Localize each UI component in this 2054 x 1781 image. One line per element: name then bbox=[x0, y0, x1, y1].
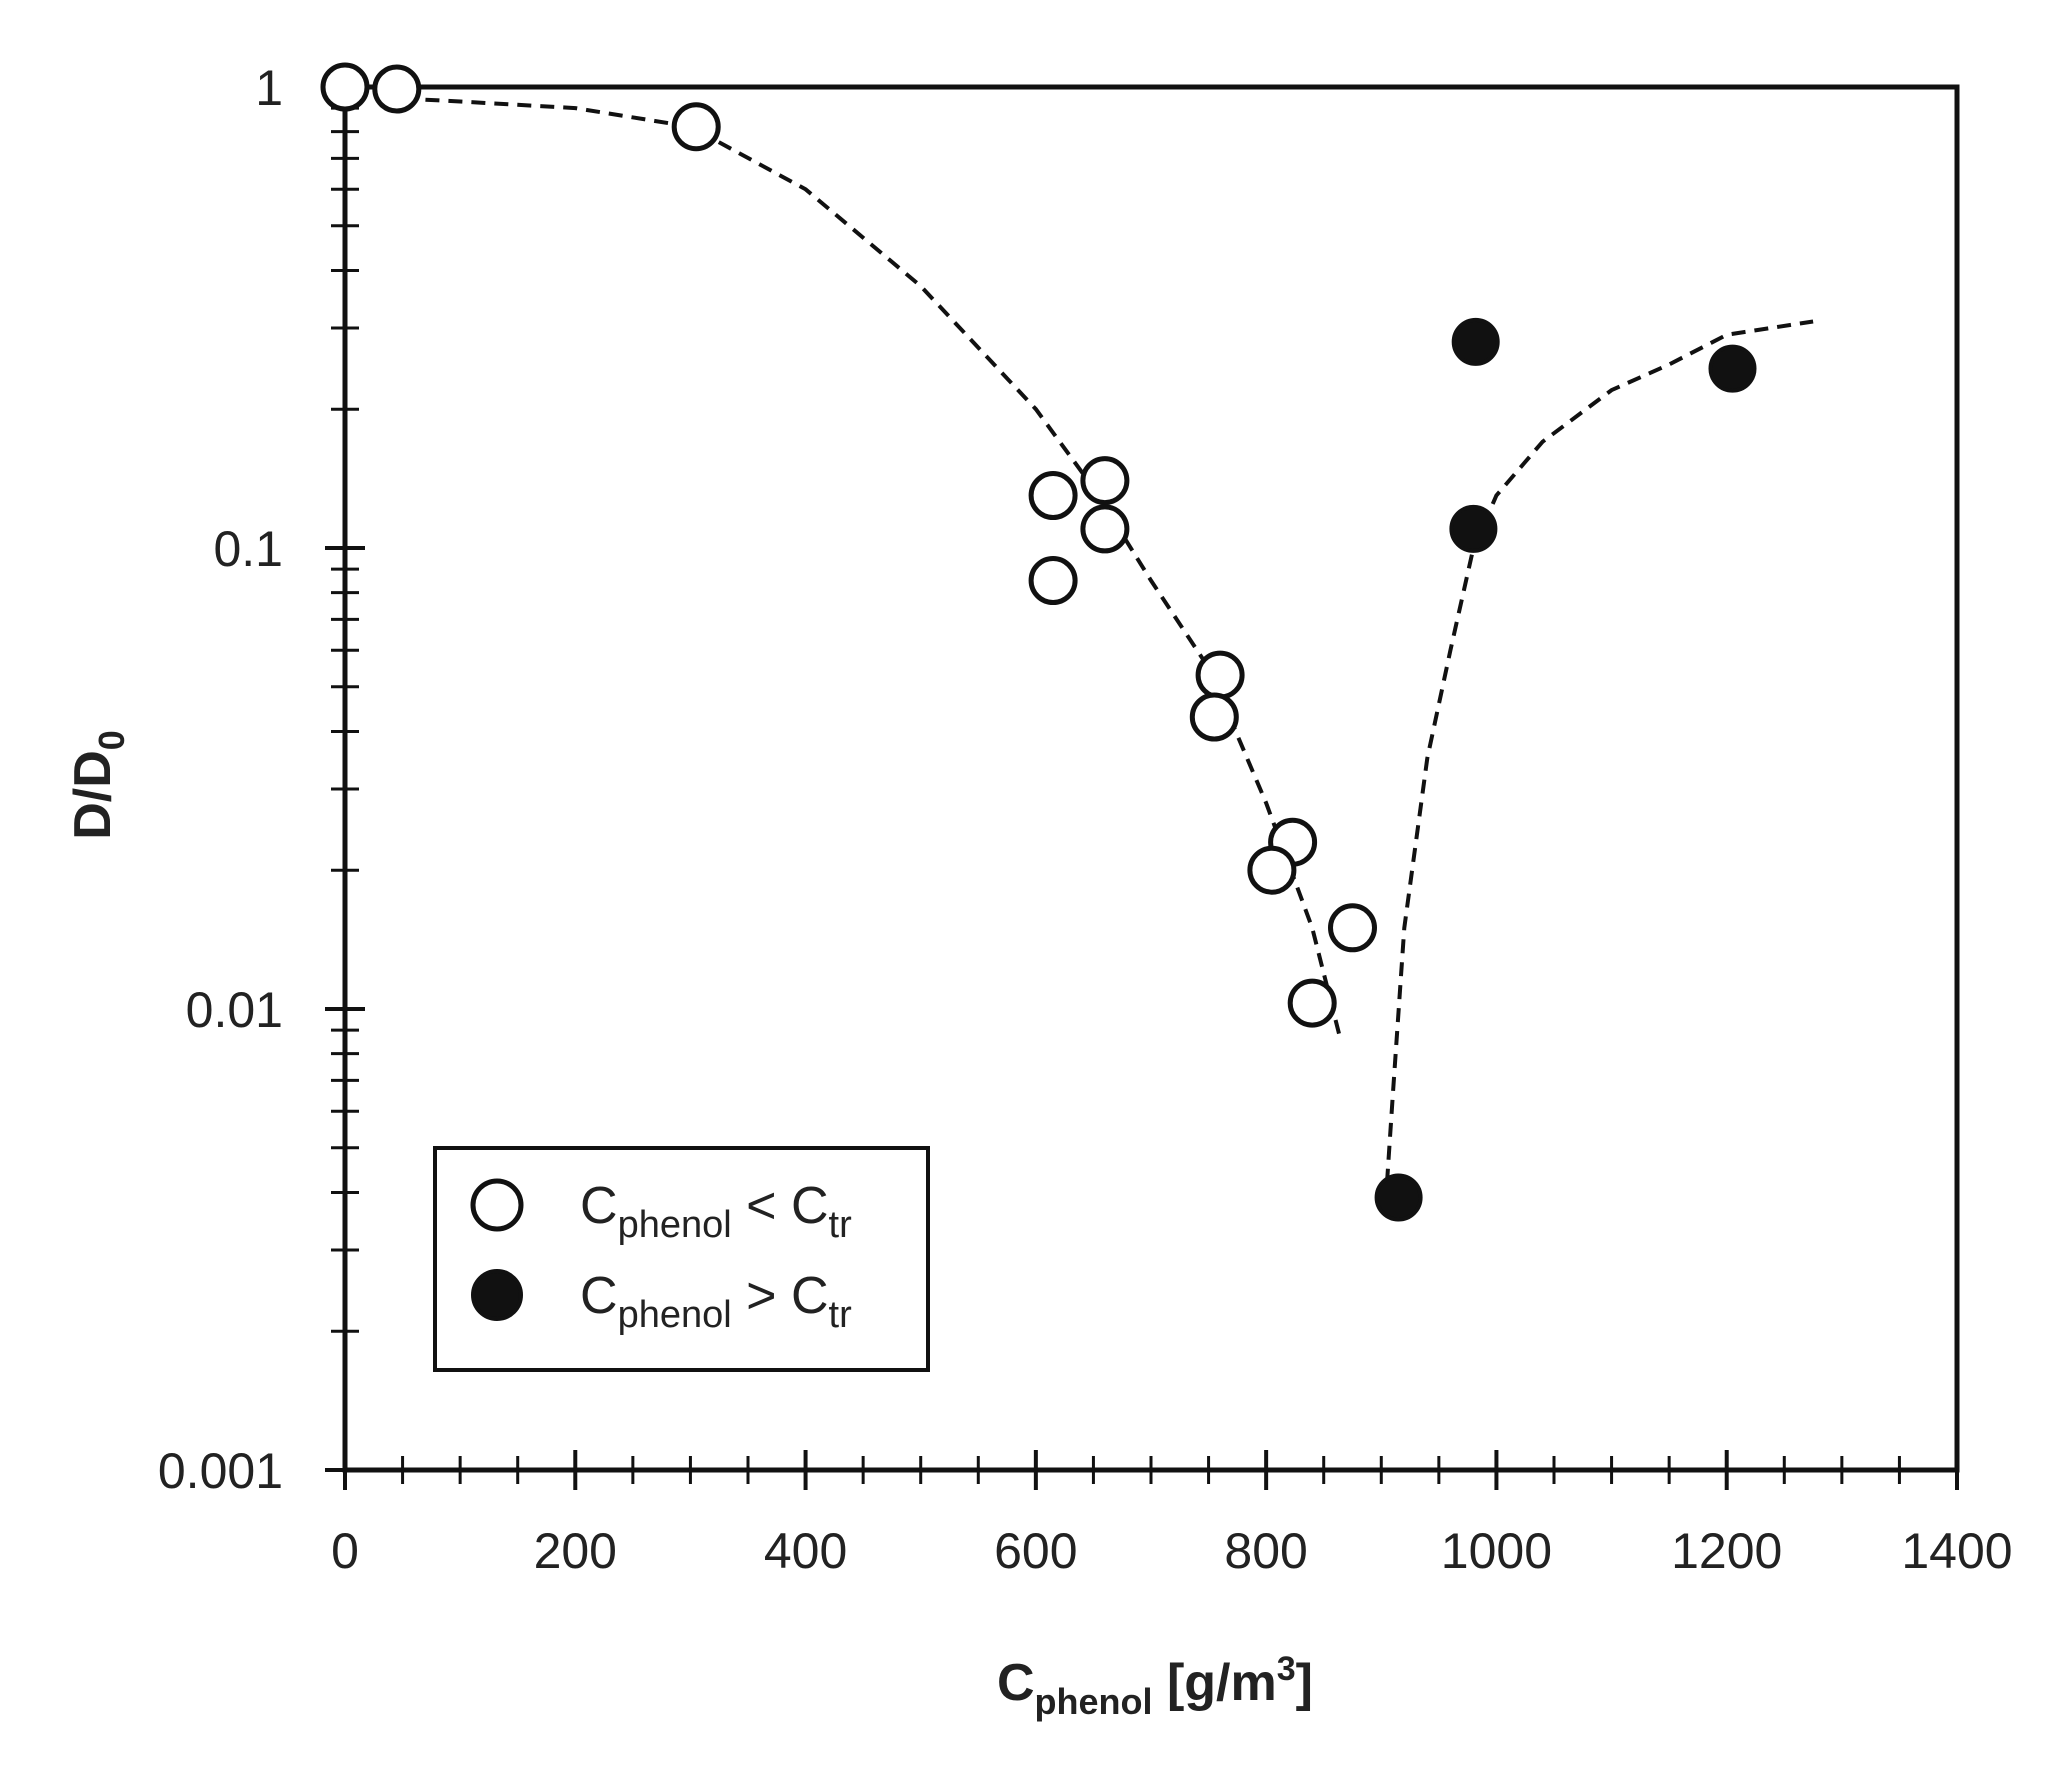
data-point-filled bbox=[1374, 1173, 1423, 1222]
x-tick-label: 0 bbox=[331, 1523, 359, 1579]
data-point-filled bbox=[1708, 344, 1757, 393]
data-point-open bbox=[320, 62, 370, 112]
data-point-open bbox=[1028, 471, 1078, 520]
data-point-open bbox=[1189, 692, 1239, 742]
y-tick-label: 1 bbox=[255, 60, 283, 116]
legend-box bbox=[433, 1146, 930, 1372]
x-tick-label: 400 bbox=[764, 1523, 847, 1579]
data-point-open bbox=[1328, 903, 1377, 953]
legend-filled-marker bbox=[471, 1269, 523, 1321]
legend-label-open: Cphenol < Ctr bbox=[580, 1177, 852, 1246]
fit-curve-2 bbox=[1385, 319, 1814, 1183]
y-tick-label: 0.001 bbox=[158, 1443, 283, 1499]
legend-label-filled: Cphenol > Ctr bbox=[580, 1267, 852, 1336]
x-axis-title: Cphenol [g/m3] bbox=[997, 1650, 1313, 1722]
x-tick-label: 1400 bbox=[1901, 1523, 2012, 1579]
data-point-open bbox=[1080, 456, 1130, 506]
legend: Cphenol < Ctr Cphenol > Ctr bbox=[433, 1146, 930, 1372]
data-point-open bbox=[671, 102, 721, 152]
data-points bbox=[320, 62, 1757, 1222]
y-axis-ticks: 0.001 0.01 0.1 1 bbox=[158, 60, 365, 1499]
x-tick-label: 200 bbox=[534, 1523, 617, 1579]
x-tick-label: 1000 bbox=[1441, 1523, 1552, 1579]
data-point-filled bbox=[1451, 317, 1500, 366]
fit-curves bbox=[379, 95, 1814, 1183]
data-point-open bbox=[1080, 504, 1130, 554]
legend-open-marker bbox=[470, 1178, 524, 1232]
y-tick-label: 0.01 bbox=[186, 982, 283, 1038]
x-tick-label: 800 bbox=[1224, 1523, 1307, 1579]
data-point-open bbox=[372, 64, 422, 114]
y-axis-title: D/D0 bbox=[64, 730, 132, 840]
x-axis-ticks: 0 200 400 600 800 1000 1200 1400 bbox=[331, 1450, 2013, 1579]
fit-curve-1 bbox=[379, 95, 1343, 1042]
data-point-open bbox=[1028, 556, 1078, 605]
data-point-open bbox=[1195, 650, 1245, 700]
data-point-open bbox=[1247, 845, 1297, 895]
x-tick-label: 600 bbox=[994, 1523, 1077, 1579]
y-tick-label: 0.1 bbox=[213, 521, 283, 577]
data-point-filled bbox=[1449, 504, 1498, 553]
x-tick-label: 1200 bbox=[1671, 1523, 1782, 1579]
data-point-open bbox=[1287, 978, 1337, 1028]
